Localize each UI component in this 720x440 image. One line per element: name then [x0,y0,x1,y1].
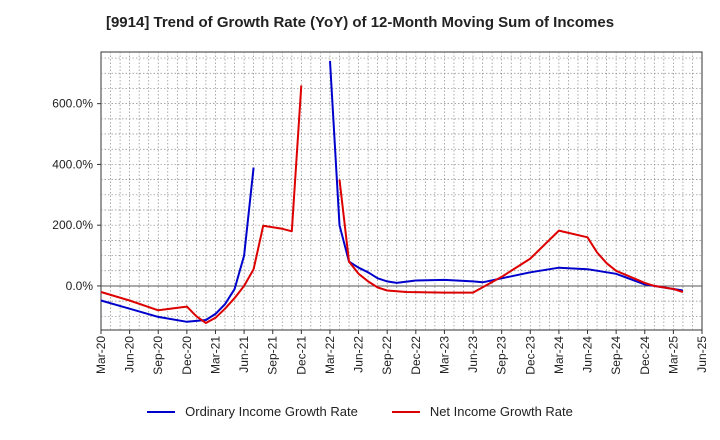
legend-item-ordinary: Ordinary Income Growth Rate [147,404,358,419]
y-tick-label: 600.0% [52,97,93,111]
x-tick-label: Dec-22 [409,336,423,375]
legend-label-ordinary: Ordinary Income Growth Rate [185,404,358,419]
legend-swatch-net [391,410,420,413]
legend-item-net: Net Income Growth Rate [391,404,573,419]
chart-title: [9914] Trend of Growth Rate (YoY) of 12-… [105,14,615,31]
x-tick-label: Dec-21 [294,336,308,375]
series-line-ordinary-income [100,167,255,323]
plot-area [100,51,703,331]
x-tick-label: Sep-21 [266,336,280,375]
x-tick-label: Mar-24 [552,336,566,374]
x-tick-label: Mar-23 [437,336,451,374]
x-tick-label: Jun-20 [123,336,137,373]
series-line-net-income [100,85,303,324]
y-tick-label: 200.0% [52,218,93,232]
x-tick-label: Mar-25 [666,336,680,374]
x-tick-label: Mar-22 [323,336,337,374]
legend-label-net: Net Income Growth Rate [429,404,573,419]
x-tick-label: Mar-20 [94,336,108,374]
x-tick-label: Dec-20 [180,336,194,375]
x-tick-label: Dec-24 [638,336,652,375]
legend: Ordinary Income Growth Rate Net Income G… [0,404,720,419]
series-line-ordinary-income [329,61,684,292]
y-tick-label: 0.0% [66,279,94,293]
x-tick-label: Jun-23 [466,336,480,373]
x-tick-label: Jun-25 [695,336,709,373]
x-tick-label: Dec-23 [523,336,537,375]
x-tick-label: Jun-24 [581,336,595,373]
x-tick-label: Sep-20 [151,336,165,375]
x-tick-label: Jun-21 [237,336,251,373]
series-line-net-income [338,179,684,294]
y-tick-label: 400.0% [52,157,93,171]
legend-swatch-ordinary [147,410,176,413]
x-tick-label: Sep-23 [495,336,509,375]
x-tick-label: Sep-22 [380,336,394,375]
x-tick-label: Jun-22 [352,336,366,373]
x-tick-label: Mar-21 [208,336,222,374]
x-tick-label: Sep-24 [609,336,623,375]
